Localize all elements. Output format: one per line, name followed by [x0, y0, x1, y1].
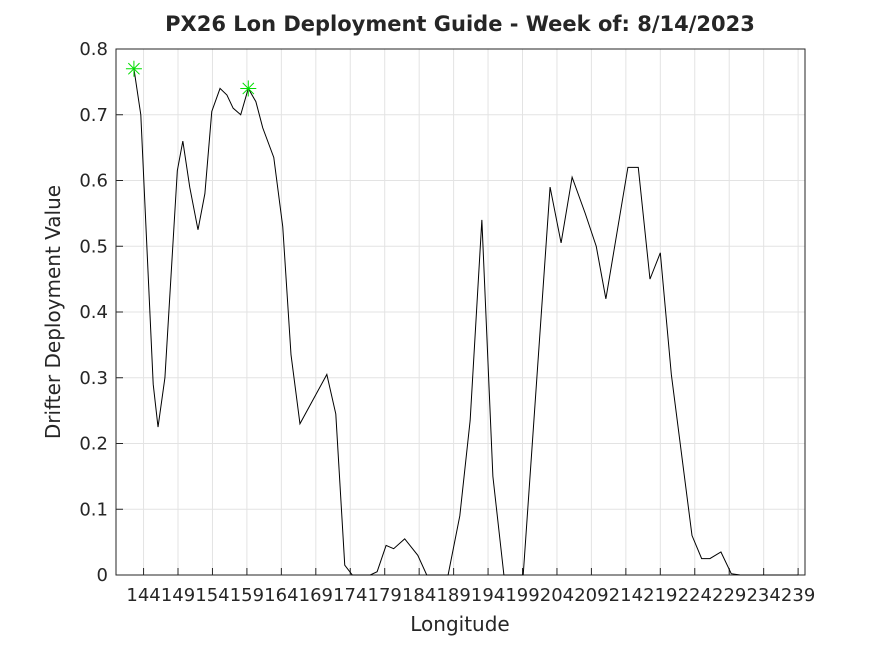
x-tick-label: 174: [333, 585, 367, 606]
x-tick-label: 154: [195, 585, 229, 606]
star-marker: [125, 60, 142, 77]
chart-title: PX26 Lon Deployment Guide - Week of: 8/1…: [165, 12, 755, 36]
x-tick-label: 204: [540, 585, 574, 606]
x-tick-label: 224: [678, 585, 712, 606]
x-tick-label: 199: [505, 585, 539, 606]
y-tick-label: 0.4: [79, 302, 108, 323]
y-tick-label: 0.1: [79, 499, 108, 520]
x-tick-label: 219: [643, 585, 677, 606]
x-tick-label: 184: [402, 585, 436, 606]
x-axis-label: Longitude: [410, 612, 509, 636]
x-tick-label: 234: [746, 585, 780, 606]
x-tick-label: 209: [574, 585, 608, 606]
axes-box: [115, 48, 806, 576]
y-tick-label: 0.8: [79, 39, 108, 60]
x-tick-label: 144: [126, 585, 160, 606]
y-tick-label: 0.6: [79, 171, 108, 192]
y-tick-label: 0.7: [79, 105, 108, 126]
star-marker: [240, 80, 257, 97]
x-tick-label: 159: [230, 585, 264, 606]
data-line: [133, 68, 799, 576]
x-tick-label: 169: [299, 585, 333, 606]
x-tick-label: 164: [264, 585, 298, 606]
y-tick-label: 0.2: [79, 434, 108, 455]
y-tick-label: 0.5: [79, 236, 108, 257]
x-tick-label: 179: [368, 585, 402, 606]
x-tick-label: 214: [609, 585, 643, 606]
x-tick-label: 194: [471, 585, 505, 606]
star-stroke: [127, 62, 140, 75]
x-tick-label: 229: [712, 585, 746, 606]
x-tick-label: 239: [781, 585, 815, 606]
x-tick-label: 189: [436, 585, 470, 606]
y-axis-label: Drifter Deployment Value: [41, 185, 65, 439]
x-tick-label: 149: [161, 585, 195, 606]
y-tick-label: 0: [97, 565, 108, 586]
star-stroke: [242, 82, 255, 95]
y-tick-label: 0.3: [79, 368, 108, 389]
